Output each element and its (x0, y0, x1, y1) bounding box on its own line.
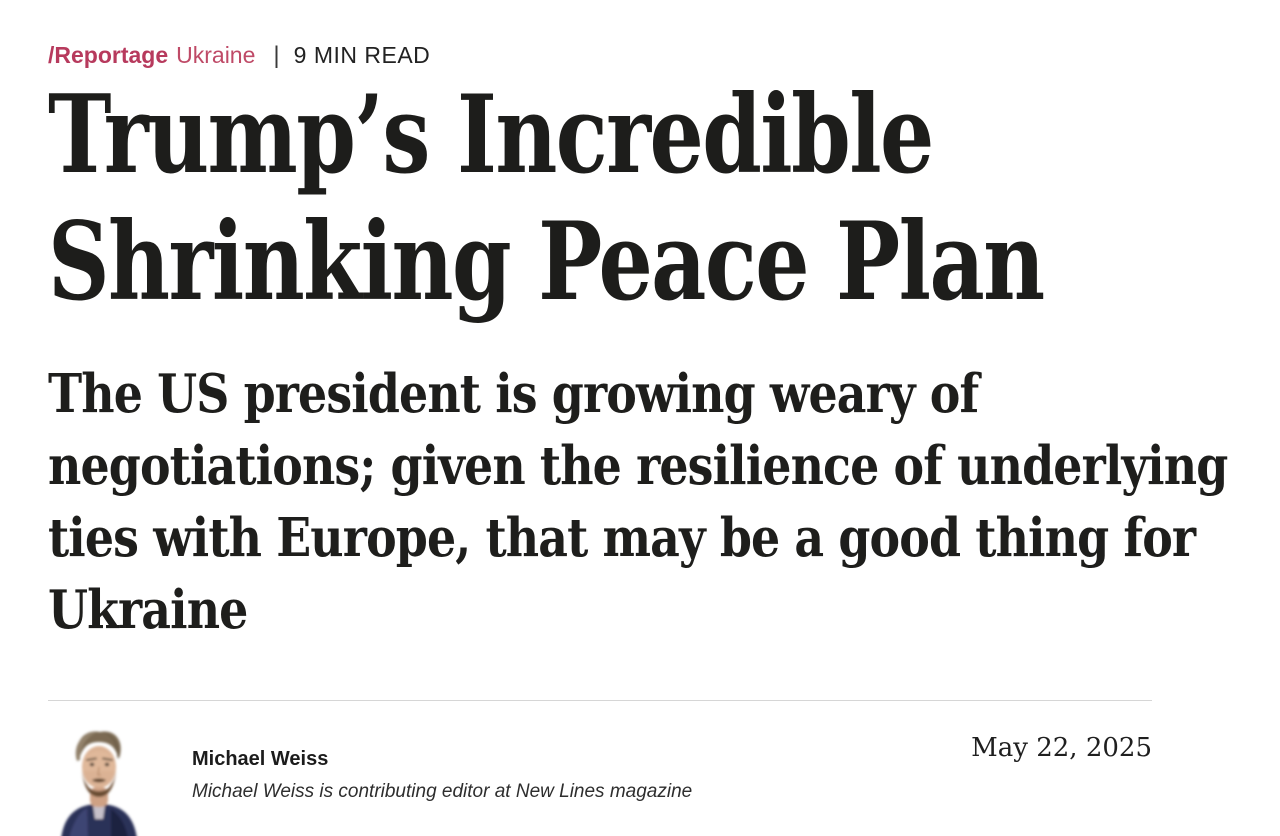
page-title: Trump’s Incredible Shrinking Peace Plan (48, 72, 1280, 326)
separator-divider: | (273, 42, 280, 69)
page-title-line-2: Shrinking Peace Plan (48, 199, 1045, 325)
author-avatar[interactable] (57, 727, 141, 836)
article-subtitle-line-4: Ukraine (48, 579, 248, 641)
article-subtitle-line-3: ties with Europe, that may be a good thi… (48, 507, 1196, 569)
article-subtitle: The US president is growing weary of neg… (48, 358, 1280, 646)
section-name[interactable]: /Reportage (48, 42, 169, 68)
page-title-line-1: Trump’s Incredible (48, 72, 934, 198)
author-portrait-icon (61, 731, 137, 836)
author-bio: Michael Weiss is contributing editor at … (192, 781, 693, 802)
author-name-link[interactable]: Michael Weiss (192, 748, 329, 770)
publish-date: May 22, 2025 (971, 733, 1152, 763)
section-link[interactable]: /Reportage Ukraine (48, 42, 255, 68)
breadcrumb: /Reportage Ukraine | 9 MIN READ (48, 42, 430, 69)
article-subtitle-line-2: negotiations; given the resilience of un… (48, 435, 1228, 497)
article-subtitle-line-1: The US president is growing weary of (48, 363, 979, 425)
section-divider (48, 700, 1152, 701)
section-tag[interactable]: Ukraine (176, 42, 256, 68)
read-time-label: 9 MIN READ (293, 42, 431, 68)
